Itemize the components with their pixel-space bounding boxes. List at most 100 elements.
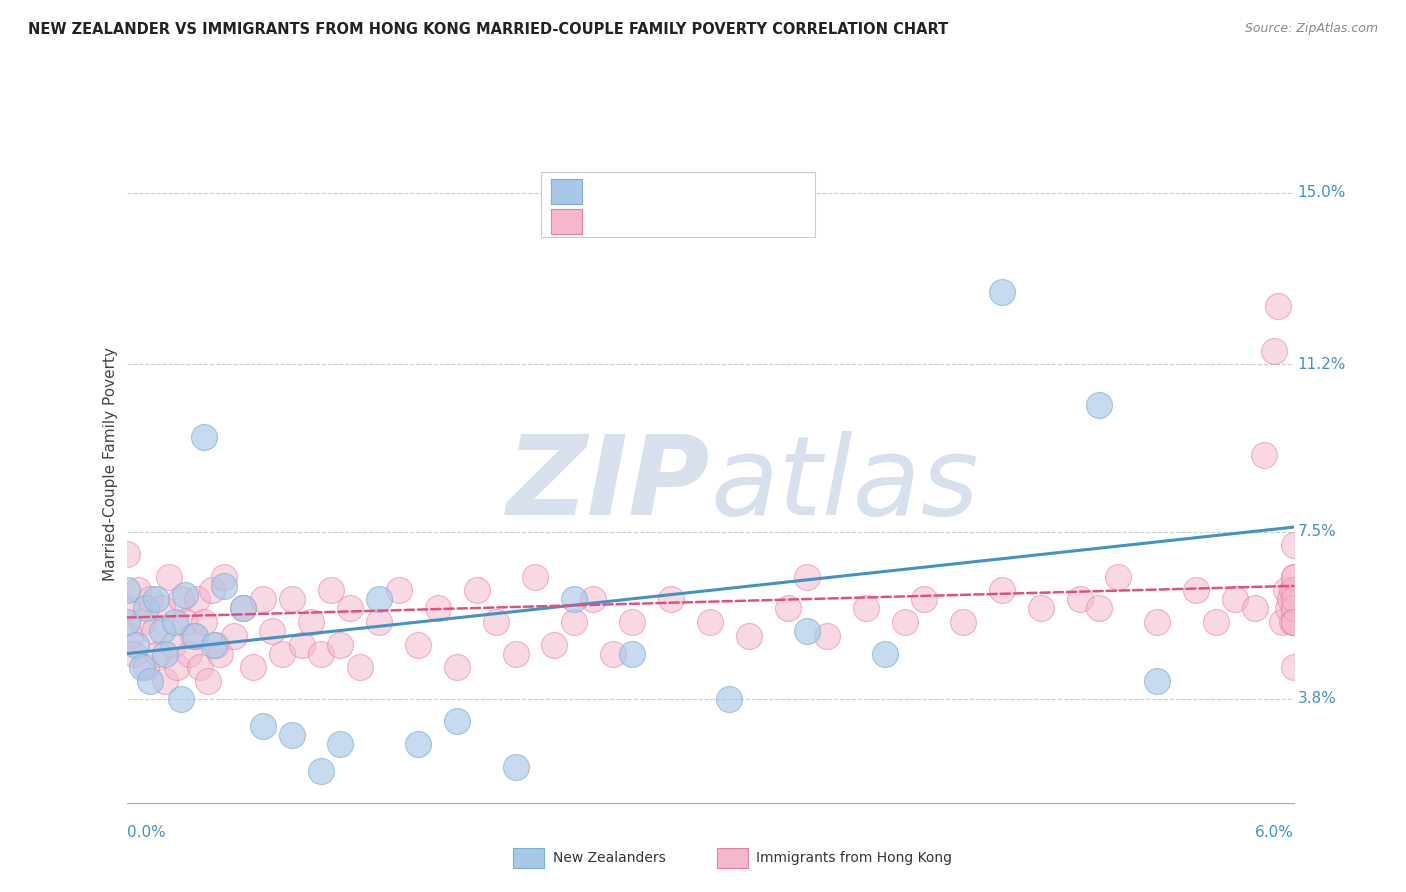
Point — [562, 615, 585, 629]
Point — [150, 624, 173, 638]
Point — [796, 570, 818, 584]
Point — [174, 615, 197, 629]
Point — [1223, 592, 1247, 607]
Point — [1277, 601, 1299, 615]
Point — [349, 660, 371, 674]
Point — [1282, 570, 1305, 584]
Point — [155, 673, 177, 688]
Point — [776, 601, 799, 615]
Point — [232, 601, 254, 615]
Point — [139, 673, 162, 688]
Point — [139, 592, 162, 607]
Point — [252, 592, 274, 607]
Point — [281, 592, 304, 607]
Point — [309, 647, 332, 661]
Point — [1282, 570, 1305, 584]
Point — [582, 592, 605, 607]
Point — [1274, 583, 1296, 598]
Text: Immigrants from Hong Kong: Immigrants from Hong Kong — [756, 851, 952, 865]
Text: 11.2%: 11.2% — [1298, 357, 1346, 372]
Text: 3.8%: 3.8% — [1298, 691, 1337, 706]
Point — [177, 647, 200, 661]
Point — [232, 601, 254, 615]
Text: atlas: atlas — [710, 431, 979, 538]
Point — [1282, 615, 1305, 629]
Point — [1088, 398, 1111, 412]
Point — [1281, 615, 1303, 629]
Text: Source: ZipAtlas.com: Source: ZipAtlas.com — [1244, 22, 1378, 36]
Point — [115, 601, 138, 615]
Point — [1185, 583, 1208, 598]
Point — [157, 570, 180, 584]
Point — [181, 629, 204, 643]
Point — [319, 583, 342, 598]
Point — [166, 660, 188, 674]
Point — [1146, 615, 1168, 629]
Point — [186, 592, 208, 607]
Point — [115, 583, 138, 598]
Point — [505, 647, 527, 661]
Point — [170, 691, 193, 706]
Point — [183, 629, 205, 643]
Point — [170, 592, 193, 607]
Point — [271, 647, 294, 661]
Point — [408, 737, 430, 751]
Point — [142, 624, 165, 638]
Text: 7.5%: 7.5% — [1298, 524, 1337, 539]
Text: 6.0%: 6.0% — [1254, 825, 1294, 840]
Text: 0.0%: 0.0% — [127, 825, 166, 840]
Point — [201, 583, 224, 598]
Point — [388, 583, 411, 598]
Point — [738, 629, 761, 643]
Point — [1029, 601, 1052, 615]
Point — [718, 691, 741, 706]
Point — [505, 759, 527, 773]
Point — [1282, 583, 1305, 598]
Point — [465, 583, 488, 598]
Point — [193, 615, 215, 629]
Point — [1253, 448, 1275, 462]
Point — [1282, 592, 1305, 607]
Point — [197, 673, 219, 688]
Point — [1263, 343, 1285, 358]
Point — [339, 601, 361, 615]
Point — [990, 583, 1012, 598]
Point — [174, 588, 197, 602]
Point — [193, 430, 215, 444]
Point — [1278, 592, 1301, 607]
Point — [222, 629, 245, 643]
Text: 15.0%: 15.0% — [1298, 186, 1346, 200]
Point — [242, 660, 264, 674]
Point — [212, 570, 235, 584]
Point — [524, 570, 547, 584]
Point — [127, 583, 149, 598]
Point — [875, 647, 897, 661]
Y-axis label: Married-Couple Family Poverty: Married-Couple Family Poverty — [103, 347, 118, 581]
Point — [1271, 615, 1294, 629]
Point — [1282, 615, 1305, 629]
Point — [446, 660, 468, 674]
Point — [1088, 601, 1111, 615]
Point — [190, 660, 212, 674]
Point — [212, 579, 235, 593]
Point — [893, 615, 915, 629]
Point — [145, 592, 167, 607]
Point — [1267, 299, 1289, 313]
Point — [1281, 583, 1303, 598]
Point — [602, 647, 624, 661]
Point — [1146, 673, 1168, 688]
Text: NEW ZEALANDER VS IMMIGRANTS FROM HONG KONG MARRIED-COUPLE FAMILY POVERTY CORRELA: NEW ZEALANDER VS IMMIGRANTS FROM HONG KO… — [28, 22, 949, 37]
Point — [990, 285, 1012, 299]
Point — [131, 660, 153, 674]
Point — [309, 764, 332, 779]
Point — [815, 629, 838, 643]
Point — [125, 638, 148, 652]
Point — [131, 615, 153, 629]
Point — [252, 719, 274, 733]
Point — [408, 638, 430, 652]
Point — [205, 638, 228, 652]
Text: R = 0.368   N = 33: R = 0.368 N = 33 — [592, 184, 756, 199]
Point — [155, 647, 177, 661]
Point — [135, 601, 157, 615]
Point — [329, 737, 352, 751]
